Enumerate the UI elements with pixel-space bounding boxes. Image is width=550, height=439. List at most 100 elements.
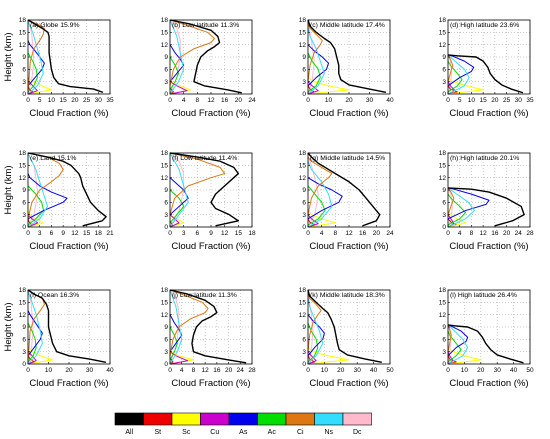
y-tick-label: 9 [442,324,446,331]
y-tick-label: 12 [161,175,169,182]
y-tick-label: 15 [439,30,447,37]
series-line-all [447,187,525,227]
y-tick-label: 15 [161,30,169,37]
x-tick-label: 40 [386,97,394,104]
series-line-dc [307,294,314,365]
series-line-ns [447,324,469,365]
series-line-sc [307,347,350,365]
y-tick-label: 18 [299,17,307,24]
y-tick-label: 6 [442,67,446,74]
legend-label-ac: Ac [268,429,277,436]
y-axis-label: Height (km) [3,165,14,214]
series-line-ns [307,28,325,95]
x-tick-label: 40 [370,367,378,374]
x-tick-label: 10 [48,97,56,104]
y-tick-label: 12 [299,42,307,49]
x-tick-label: 5 [458,97,462,104]
x-tick-label: 20 [65,367,73,374]
legend-swatch-sc [171,412,201,426]
y-tick-label: 18 [161,287,169,294]
legend-swatch-as [228,412,258,426]
y-tick-label: 12 [439,42,447,49]
series-line-all [27,289,107,364]
y-axis-label: Height (km) [3,32,14,81]
x-tick-label: 12 [480,230,488,237]
x-tick-label: 28 [526,230,534,237]
legend-label-ns: Ns [324,429,333,436]
x-tick-label: 0 [446,230,450,237]
panel-7: 0 4 8 12 16 20 24 0 3 6 9 12 15 18(g) Middle latitude… [299,150,394,252]
x-tick-label: 15 [60,97,68,104]
x-tick-label: 0 [168,97,172,104]
x-axis-label: Cloud Fraction (%) [309,241,388,252]
x-tick-label: 8 [196,97,200,104]
y-tick-label: 18 [439,287,447,294]
x-tick-label: 4 [180,367,184,374]
series-line-all [447,54,524,94]
x-tick-label: 25 [503,97,511,104]
series-line-dc [307,23,315,95]
x-tick-label: 20 [491,97,499,104]
x-tick-label: 50 [386,367,394,374]
legend-label-sc: Sc [182,429,191,436]
x-tick-label: 4 [458,230,462,237]
x-axis-label: Cloud Fraction (%) [171,108,250,119]
panel-title: (j) Low latitude 11.3% [172,292,237,299]
x-axis-label: Cloud Fraction (%) [29,108,108,119]
x-axis-label: Cloud Fraction (%) [29,378,108,389]
x-tick-label: 10 [468,97,476,104]
x-tick-label: 16 [213,367,221,374]
y-tick-label: 15 [299,300,307,307]
x-tick-label: 5 [38,97,42,104]
series-line-ac [307,185,326,226]
x-tick-label: 25 [83,97,91,104]
panel-12: 0 10 20 30 40 50 0 3 6 9 12 15 18(l) High latitude 2… [439,287,534,389]
x-tick-label: 18 [95,230,103,237]
panel-title: (e) Land 15.1% [30,155,76,162]
series-line-as [447,324,469,357]
x-tick-label: 6 [196,230,200,237]
x-tick-label: 24 [515,230,523,237]
x-tick-label: 30 [515,97,523,104]
series-line-dc [307,156,319,228]
series-line-sc [27,77,52,95]
panel-title: (k) Middle latitude 18.3% [310,292,385,299]
series-line-ci [447,324,452,352]
x-tick-label: 20 [225,367,233,374]
series-line-ns [169,152,189,228]
x-tick-label: 18 [248,230,256,237]
x-tick-label: 10 [325,97,333,104]
y-tick-label: 6 [164,67,168,74]
y-tick-label: 3 [22,349,26,356]
y-tick-label: 12 [161,42,169,49]
panel-title: (i) Ocean 16.3% [30,292,79,299]
y-tick-label: 15 [161,163,169,170]
y-tick-label: 9 [164,324,168,331]
legend-label-dc: Dc [353,429,362,436]
x-tick-label: 24 [237,367,245,374]
legend-swatch-dc [342,412,372,426]
y-tick-label: 15 [19,30,27,37]
x-tick-label: 40 [106,367,114,374]
y-tick-label: 6 [302,337,306,344]
y-tick-label: 9 [302,187,306,194]
series-line-as [307,44,329,87]
y-tick-label: 18 [19,287,27,294]
series-line-all [307,289,382,364]
y-tick-label: 6 [22,337,26,344]
x-tick-label: 20 [345,97,353,104]
y-tick-label: 3 [302,212,306,219]
y-tick-label: 9 [22,187,26,194]
x-tick-label: 3 [182,230,186,237]
y-tick-label: 6 [302,200,306,207]
series-line-ac [169,326,178,361]
x-tick-label: 0 [168,230,172,237]
y-tick-label: 6 [164,200,168,207]
series-line-ns [307,161,333,228]
y-tick-label: 9 [22,324,26,331]
